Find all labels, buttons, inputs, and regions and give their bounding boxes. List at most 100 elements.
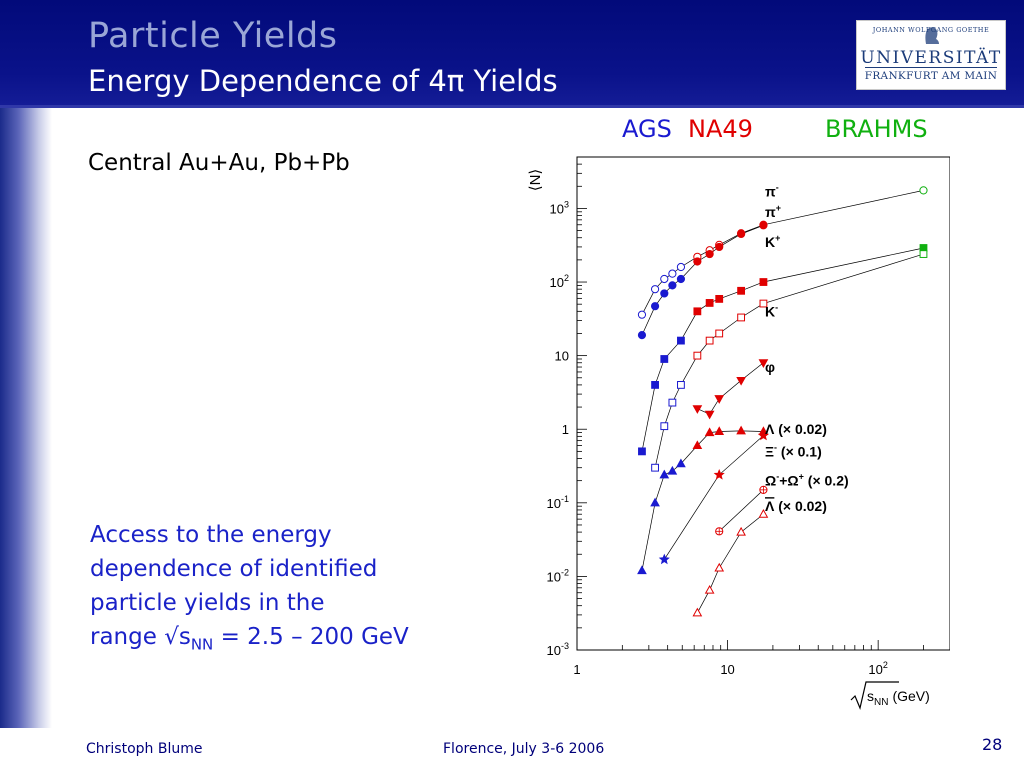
data-point bbox=[759, 278, 768, 286]
y-tick-label: 10-3 bbox=[547, 641, 569, 658]
series-label-sup: - bbox=[776, 182, 779, 192]
data-point bbox=[759, 221, 768, 230]
series-label-rest: (× 0.1) bbox=[777, 443, 822, 459]
sqrt-symbol bbox=[850, 681, 899, 710]
series-line bbox=[664, 435, 764, 560]
data-point bbox=[715, 527, 724, 536]
series-label-base: π bbox=[765, 183, 776, 199]
data-point bbox=[737, 313, 746, 322]
data-point bbox=[637, 331, 647, 340]
data-point bbox=[660, 355, 669, 363]
y-tick-label: 10 bbox=[555, 349, 569, 364]
data-point bbox=[736, 526, 746, 536]
access-prefix: range √s bbox=[90, 624, 191, 650]
y-tick-exponent: -3 bbox=[561, 641, 569, 651]
data-point bbox=[660, 274, 669, 284]
data-point bbox=[758, 508, 769, 518]
data-point bbox=[705, 299, 714, 307]
data-point bbox=[676, 262, 686, 272]
data-point bbox=[637, 310, 647, 319]
access-line-2: dependence of identified bbox=[90, 556, 378, 582]
series-line bbox=[641, 224, 764, 336]
y-tick-label: 10-1 bbox=[547, 494, 569, 511]
chart-axes: ⟨N⟩ sNN (GeV) bbox=[527, 156, 950, 710]
series-line bbox=[697, 513, 764, 613]
y-tick-label: 1 bbox=[562, 422, 569, 437]
data-point bbox=[715, 329, 724, 338]
series-line bbox=[641, 190, 924, 315]
header-divider bbox=[0, 105, 1024, 108]
series-label-base: K bbox=[765, 234, 775, 250]
data-point bbox=[692, 607, 703, 617]
page-number: 28 bbox=[982, 735, 1003, 754]
data-point bbox=[759, 299, 768, 308]
series-line bbox=[641, 430, 764, 571]
series-lines bbox=[641, 190, 924, 613]
y-tick-exponent: -2 bbox=[561, 567, 569, 577]
series-line bbox=[641, 247, 924, 452]
series-label-sup: + bbox=[775, 233, 780, 243]
data-point bbox=[692, 440, 703, 450]
series-label-rest: (× 0.02) bbox=[774, 498, 827, 514]
series-label: Λ (× 0.02) bbox=[765, 421, 827, 437]
data-point bbox=[668, 269, 677, 278]
data-point bbox=[736, 376, 746, 386]
series-label-sup: - bbox=[775, 302, 778, 312]
header-bar bbox=[0, 0, 1024, 105]
data-point bbox=[715, 294, 724, 303]
data-point bbox=[705, 336, 714, 345]
series-label: π- bbox=[765, 182, 779, 199]
access-line-1: Access to the energy bbox=[90, 522, 332, 548]
series-label: K- bbox=[765, 302, 778, 319]
data-point bbox=[919, 250, 928, 258]
y-tick-label: 103 bbox=[550, 199, 569, 216]
y-tick-label: 10-2 bbox=[547, 567, 569, 584]
data-point bbox=[659, 469, 670, 479]
series-label-base: Ω bbox=[765, 473, 776, 489]
legend-brahms: BRAHMS bbox=[825, 115, 928, 143]
data-point bbox=[650, 285, 660, 294]
data-point bbox=[759, 485, 768, 494]
slide-title: Particle Yields bbox=[88, 16, 338, 56]
series-label-sup: - bbox=[776, 472, 779, 482]
series-label-sup: - bbox=[774, 442, 777, 452]
data-point bbox=[676, 274, 686, 284]
data-point bbox=[677, 336, 685, 345]
data-point bbox=[660, 289, 669, 298]
data-point bbox=[737, 286, 746, 295]
series-label-sup: + bbox=[776, 203, 781, 213]
data-point bbox=[693, 257, 702, 266]
data-point bbox=[637, 565, 647, 575]
series-label: K+ bbox=[765, 233, 780, 250]
series-line bbox=[718, 489, 764, 532]
data-point bbox=[693, 351, 702, 360]
y-tick-exponent: 2 bbox=[564, 273, 569, 283]
series-line bbox=[654, 253, 924, 468]
slide-subtitle: Energy Dependence of 4π Yields bbox=[88, 64, 558, 98]
data-point bbox=[714, 426, 725, 436]
data-point bbox=[677, 381, 685, 389]
data-point bbox=[736, 425, 746, 435]
footer-bar bbox=[0, 728, 1024, 768]
data-point bbox=[650, 302, 660, 311]
collision-system-label: Central Au+Au, Pb+Pb bbox=[88, 150, 350, 176]
series-line bbox=[697, 362, 764, 415]
access-line-4: range √sNN = 2.5 – 200 GeV bbox=[90, 620, 510, 662]
access-text: Access to the energy dependence of ident… bbox=[90, 518, 510, 662]
access-line-3: particle yields in the bbox=[90, 590, 325, 616]
y-axis-label: ⟨N⟩ bbox=[527, 169, 544, 192]
series-label-base: K bbox=[765, 303, 775, 319]
plot-frame bbox=[576, 156, 950, 651]
x-axis-label: sNN (GeV) bbox=[867, 688, 930, 708]
data-point bbox=[757, 429, 769, 441]
y-tick-label: 102 bbox=[550, 273, 569, 290]
series-label-base: Ξ bbox=[765, 443, 774, 459]
data-point bbox=[714, 395, 725, 404]
data-point bbox=[704, 410, 715, 420]
legend-ags: AGS bbox=[622, 115, 672, 143]
data-point bbox=[660, 422, 669, 431]
series-label-rest: +Ω bbox=[779, 473, 798, 489]
data-point bbox=[715, 242, 724, 252]
